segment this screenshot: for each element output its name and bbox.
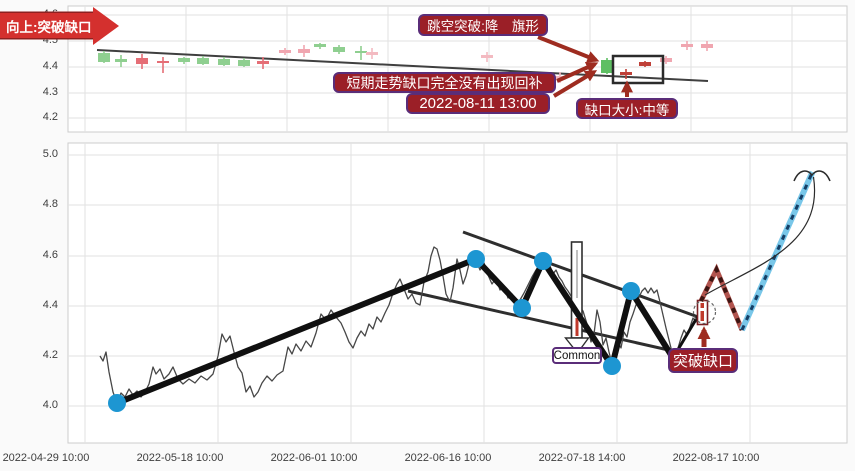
x-tick-label: 2022-06-01 10:00 bbox=[270, 452, 358, 464]
x-tick-label: 2022-04-29 10:00 bbox=[2, 452, 90, 464]
gap-highlight-box bbox=[611, 54, 665, 85]
y-tick-label: 4.4 bbox=[42, 60, 58, 72]
candle-body bbox=[620, 72, 632, 75]
x-tick-label: 2022-06-16 10:00 bbox=[404, 452, 492, 464]
y-tick-label: 4.0 bbox=[42, 399, 58, 411]
top-trendline bbox=[96, 49, 709, 82]
candle-body bbox=[298, 49, 310, 53]
candle-body bbox=[279, 50, 291, 53]
projection-arc bbox=[704, 176, 816, 296]
candle-body bbox=[366, 52, 378, 55]
candle-body bbox=[238, 60, 250, 66]
projection-up bbox=[739, 170, 816, 332]
annotation-gap-no-fill: 短期走势缺口完全没有出现回补 bbox=[333, 72, 556, 93]
x-tick-label: 2022-05-18 10:00 bbox=[136, 452, 224, 464]
annotation-arrows bbox=[537, 35, 633, 98]
gap-mark bbox=[700, 311, 704, 321]
candle-body bbox=[701, 44, 713, 48]
direction-banner: 向上:突破缺口 bbox=[0, 6, 118, 45]
pivot-dot bbox=[622, 282, 640, 300]
annotation-gap-size: 缺口大小:中等 bbox=[576, 98, 678, 119]
bottom-panel-grid bbox=[67, 142, 848, 444]
candlestick-series bbox=[98, 41, 713, 83]
candle-body bbox=[481, 55, 493, 58]
y-tick-label: 4.4 bbox=[42, 299, 58, 311]
gap-ellipse bbox=[692, 299, 717, 325]
pivot-dot bbox=[513, 299, 531, 317]
y-tick-label: 4.6 bbox=[42, 249, 58, 261]
candle-body bbox=[98, 53, 110, 62]
candle-body bbox=[257, 61, 269, 64]
annotation-flag-type: 跳空突破:降 旗形 bbox=[418, 14, 548, 36]
candle-body bbox=[314, 44, 326, 47]
annotation-arrow bbox=[556, 61, 599, 83]
candle-body bbox=[115, 59, 127, 62]
annotation-arrow bbox=[537, 35, 600, 63]
channel-line bbox=[407, 289, 696, 358]
candle-body bbox=[218, 59, 230, 65]
gap-rect-marker bbox=[696, 299, 709, 326]
pivot-dot bbox=[603, 357, 621, 375]
candle-body bbox=[157, 61, 169, 63]
y-tick-label: 4.2 bbox=[42, 349, 58, 361]
pivot-dots bbox=[108, 250, 640, 412]
x-tick-label: 2022-08-17 10:00 bbox=[672, 452, 760, 464]
plot-background bbox=[67, 142, 848, 444]
target-brace bbox=[793, 170, 831, 182]
y-tick-label: 4.2 bbox=[42, 111, 58, 123]
pivot-dot bbox=[108, 394, 126, 412]
pivot-dot bbox=[467, 250, 485, 268]
candle-body bbox=[333, 47, 345, 52]
gap-mark bbox=[700, 303, 704, 308]
candle-body bbox=[660, 58, 672, 62]
pivot-dot bbox=[534, 252, 552, 270]
candle-body bbox=[136, 58, 148, 64]
candle-body bbox=[681, 44, 693, 47]
candle-body bbox=[197, 58, 209, 64]
candle-body bbox=[639, 62, 651, 66]
y-tick-label: 4.8 bbox=[42, 198, 58, 210]
candle-body bbox=[178, 58, 190, 62]
annotation-datetime: 2022-08-11 13:00 bbox=[406, 93, 550, 114]
x-tick-label: 2022-07-18 14:00 bbox=[538, 452, 626, 464]
direction-banner-label: 向上:突破缺口 bbox=[6, 19, 92, 35]
annotation-breakout-gap: 突破缺口 bbox=[668, 348, 738, 373]
y-tick-label: 4.3 bbox=[42, 86, 58, 98]
projection-down bbox=[698, 263, 745, 331]
candle-body bbox=[355, 51, 367, 53]
flagpole-marker bbox=[564, 241, 590, 355]
candle-body bbox=[601, 60, 613, 73]
annotation-arrow bbox=[552, 70, 598, 98]
annotation-common: Common bbox=[552, 347, 602, 364]
y-tick-label: 5.0 bbox=[42, 148, 58, 160]
